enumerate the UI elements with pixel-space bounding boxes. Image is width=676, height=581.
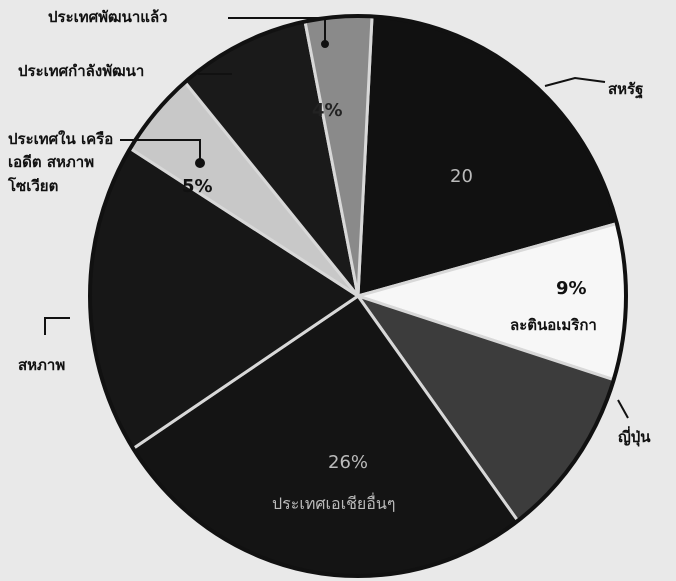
value-usa: 20 <box>450 166 473 188</box>
leader-line-usa <box>545 78 605 86</box>
label-japan: ญี่ปุ่น <box>618 428 651 446</box>
label-developing: ประเทศกำลังพัฒนา <box>18 62 144 80</box>
pct-developed: 4% <box>312 100 343 122</box>
pct-ussr: 5% <box>182 176 213 198</box>
pct-latam: 9% <box>556 278 587 300</box>
label-usa: สหรัฐ <box>608 80 643 98</box>
label-eu: สหภาพ <box>18 356 65 374</box>
leader-dot-developed <box>322 41 328 47</box>
label-other-asia: ประเทศเอเชียอื่นๆ <box>272 494 395 513</box>
leader-line-eu <box>45 318 70 335</box>
label-ussr-text: ประเทศใน เครือเอดีต สหภาพ โซเวียต <box>8 130 113 195</box>
leader-line-japan <box>618 400 628 418</box>
pct-other-asia: 26% <box>328 452 368 474</box>
label-developed: ประเทศพัฒนาแล้ว <box>48 8 168 26</box>
label-ussr: ประเทศใน เครือเอดีต สหภาพ โซเวียต <box>8 128 118 198</box>
leader-dot-ussr <box>196 159 204 167</box>
label-latam: ละตินอเมริกา <box>510 316 597 334</box>
